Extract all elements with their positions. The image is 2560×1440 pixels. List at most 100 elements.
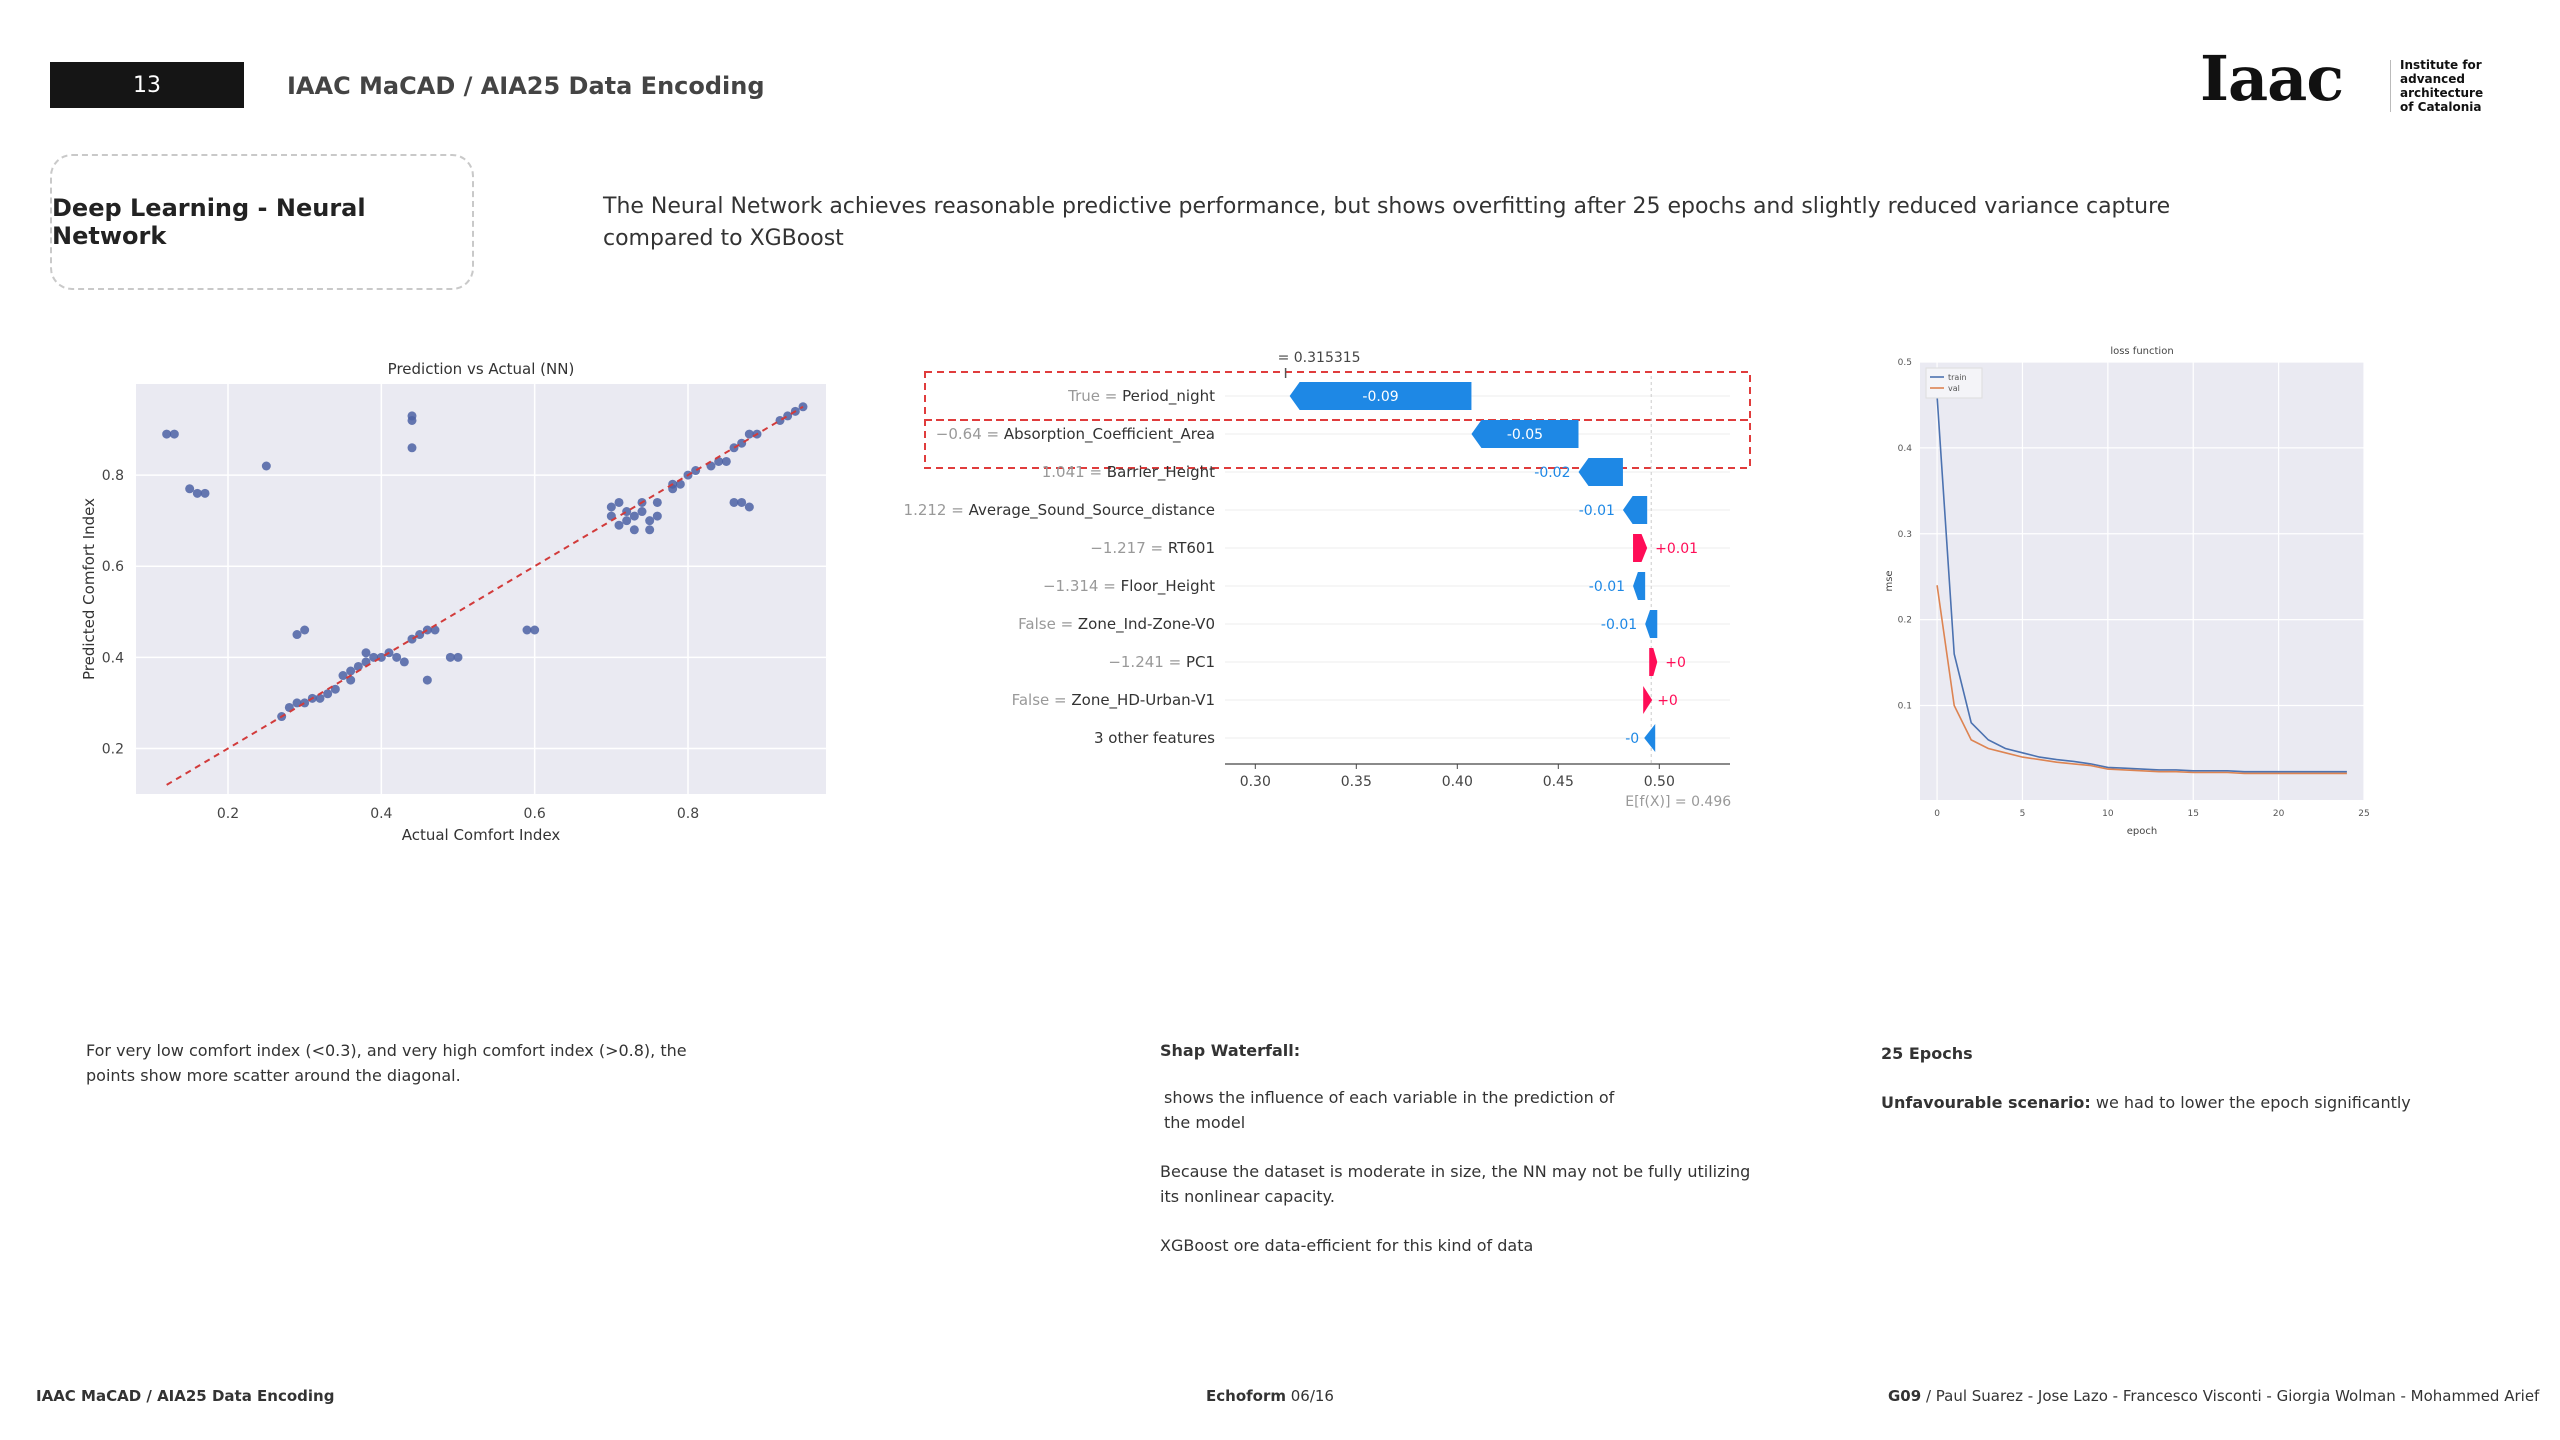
feature-label: False = Zone_Ind-Zone-V0 bbox=[1018, 615, 1215, 634]
section-title: Deep Learning - Neural Network bbox=[52, 194, 366, 250]
scatter-point bbox=[729, 497, 739, 507]
x-tick-label: 20 bbox=[2273, 809, 2285, 819]
logo-mark: Iaac bbox=[2200, 42, 2344, 115]
shap-bar bbox=[1471, 420, 1579, 448]
scatter-point bbox=[300, 625, 310, 635]
scatter-point bbox=[606, 502, 616, 512]
plot-area bbox=[136, 384, 826, 794]
feature-label: 1.041 = Barrier_Height bbox=[1042, 463, 1215, 482]
feature-value: −1.241 = bbox=[1108, 653, 1186, 671]
scatter-point bbox=[407, 634, 417, 644]
header-title: IAAC MaCAD / AIA25 Data Encoding bbox=[287, 72, 765, 100]
footer-center-page: 06/16 bbox=[1285, 1387, 1334, 1405]
scatter-caption: For very low comfort index (<0.3), and v… bbox=[86, 1041, 687, 1085]
chart-title: Prediction vs Actual (NN) bbox=[388, 360, 575, 378]
shap-bar bbox=[1643, 686, 1653, 714]
legend-label: val bbox=[1948, 384, 1960, 393]
logo-line: of Catalonia bbox=[2400, 100, 2482, 114]
y-axis-label: Predicted Comfort Index bbox=[80, 498, 98, 680]
scatter-point bbox=[737, 438, 747, 448]
feature-label: −0.64 = Absorption_Coefficient_Area bbox=[936, 425, 1215, 444]
iaac-logo: Iaac Institute for advanced architecture… bbox=[2200, 48, 2500, 120]
shap-bar bbox=[1645, 610, 1658, 638]
feature-name: Period_night bbox=[1122, 387, 1215, 406]
shap-bar bbox=[1578, 458, 1623, 486]
feature-name: Zone_Ind-Zone-V0 bbox=[1078, 615, 1215, 634]
y-tick-label: 0.2 bbox=[102, 741, 124, 757]
scatter-point bbox=[192, 488, 202, 498]
unfavourable-label: Unfavourable scenario: bbox=[1881, 1093, 2091, 1112]
shap-bar bbox=[1649, 648, 1658, 676]
scatter-point bbox=[261, 461, 271, 471]
shap-bar bbox=[1644, 724, 1656, 752]
feature-name: Absorption_Coefficient_Area bbox=[1004, 425, 1215, 444]
x-tick-label: 0.50 bbox=[1644, 774, 1675, 790]
scatter-point bbox=[300, 698, 310, 708]
loss-series-line bbox=[1936, 585, 2347, 775]
highlight-box bbox=[924, 419, 1751, 469]
scatter-point bbox=[292, 630, 302, 640]
logo-divider bbox=[2390, 60, 2391, 112]
intro-text: The Neural Network achieves reasonable p… bbox=[603, 194, 2171, 251]
shap-bar bbox=[1289, 382, 1472, 410]
final-value-label: = 0.315315 bbox=[1278, 350, 1361, 366]
scatter-point bbox=[721, 456, 731, 466]
feature-label: −1.217 = RT601 bbox=[1090, 539, 1215, 557]
feature-label: True = Period_night bbox=[1067, 387, 1215, 406]
scatter-point bbox=[376, 652, 386, 662]
scatter-point bbox=[652, 511, 662, 521]
scatter-point bbox=[407, 411, 417, 421]
feature-name: Average_Sound_Source_distance bbox=[969, 501, 1215, 520]
feature-name: PC1 bbox=[1186, 653, 1215, 671]
scatter-point bbox=[422, 675, 432, 685]
scatter-point bbox=[169, 429, 179, 439]
shap-caption-p1: shows the influence of each variable in … bbox=[1164, 1088, 1615, 1132]
scatter-point bbox=[645, 525, 655, 535]
scatter-point bbox=[392, 652, 402, 662]
shap-value-label: -0.01 bbox=[1589, 579, 1625, 595]
feature-value: False = bbox=[1012, 691, 1072, 709]
footer-right: G09 / Paul Suarez - Jose Lazo - Francesc… bbox=[1888, 1387, 2539, 1405]
scatter-point bbox=[338, 671, 348, 681]
feature-label: 3 other features bbox=[1094, 729, 1215, 747]
x-tick-label: 0.6 bbox=[524, 806, 546, 822]
feature-value: −1.217 = bbox=[1090, 539, 1168, 557]
y-tick-label: 0.4 bbox=[1898, 444, 1913, 454]
scatter-point bbox=[361, 648, 371, 658]
feature-label: 1.212 = Average_Sound_Source_distance bbox=[904, 501, 1215, 520]
y-tick-label: 0.1 bbox=[1898, 702, 1912, 712]
shap-bar bbox=[1633, 572, 1646, 600]
footer-center-bold: Echoform bbox=[1206, 1387, 1286, 1405]
shap-value-label: +0.01 bbox=[1655, 541, 1698, 557]
scatter-point bbox=[315, 693, 325, 703]
scatter-point bbox=[737, 497, 747, 507]
scatter-point bbox=[645, 516, 655, 526]
x-tick-label: 15 bbox=[2188, 809, 2199, 819]
feature-value: 1.041 = bbox=[1042, 463, 1107, 481]
scatter-point bbox=[346, 666, 356, 676]
base-value-label: E[f(X)] = 0.496 bbox=[1625, 794, 1731, 810]
chart-title: loss function bbox=[2110, 346, 2173, 357]
scatter-point bbox=[744, 429, 754, 439]
footer-right-bold: G09 bbox=[1888, 1387, 1922, 1405]
shap-caption-title: Shap Waterfall: bbox=[1160, 1041, 1301, 1060]
slide-number: 13 bbox=[133, 72, 161, 98]
plot-area bbox=[1920, 362, 2364, 800]
scatter-point bbox=[622, 516, 632, 526]
scatter-point bbox=[629, 525, 639, 535]
x-tick-label: 0.45 bbox=[1543, 774, 1574, 790]
shap-caption-p3: XGBoost ore data-efficient for this kind… bbox=[1160, 1236, 1534, 1255]
y-tick-label: 0.6 bbox=[102, 559, 124, 575]
x-tick-label: 0.8 bbox=[677, 806, 699, 822]
footer-left: IAAC MaCAD / AIA25 Data Encoding bbox=[36, 1387, 335, 1405]
shap-value-label: -0.01 bbox=[1601, 617, 1637, 633]
feature-label: −1.314 = Floor_Height bbox=[1043, 577, 1215, 596]
y-tick-label: 0.3 bbox=[1898, 530, 1912, 540]
scatter-point bbox=[530, 625, 540, 635]
legend-box bbox=[1925, 367, 1983, 399]
x-tick-label: 10 bbox=[2102, 809, 2114, 819]
shap-value-label: +0 bbox=[1657, 693, 1678, 709]
logo-line: advanced bbox=[2400, 72, 2465, 86]
scatter-point bbox=[453, 652, 463, 662]
shap-value-label: -0.05 bbox=[1507, 427, 1543, 443]
